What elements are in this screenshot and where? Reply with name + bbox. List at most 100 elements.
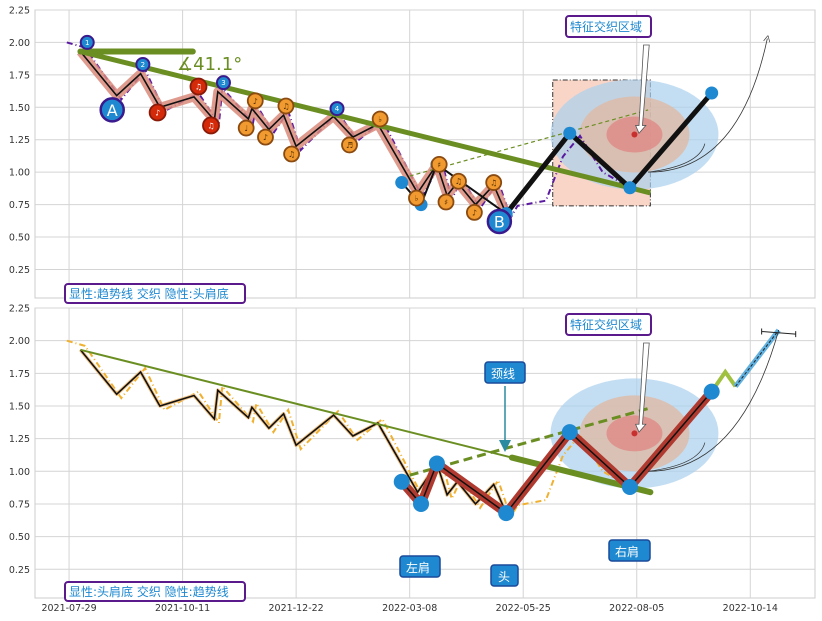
zone-text-bottom: 特征交织区域 [570, 317, 642, 332]
orange-note-marker [485, 174, 503, 191]
y-tick-label: 0.25 [9, 265, 30, 276]
orange-note-glyph: ♭ [378, 115, 382, 124]
x-tick-label: 2022-05-25 [496, 603, 551, 614]
orange-note-glyph: ♩ [244, 124, 248, 133]
numbered-marker [79, 34, 95, 50]
pivot-dot [413, 495, 430, 512]
x-tick-label: 2022-08-05 [609, 603, 664, 614]
red-note-glyph: ♫ [207, 121, 214, 130]
bottom-panel: 2.25 2.00 1.75 1.50 1.25 1.00 0.75 0.50 0.25 2021… [9, 304, 816, 614]
numbered-marker [215, 75, 231, 91]
pivot-dot [623, 181, 637, 195]
numbered-marker-label: 2 [141, 61, 145, 69]
red-note-marker [189, 77, 208, 96]
curved-arrow [648, 39, 767, 173]
callout-arrow [634, 44, 650, 134]
red-note-marker [148, 103, 167, 122]
top-panel: 2.25 2.00 1.75 1.50 1.25 1.00 0.75 0.50 0.25 ♪ ♫ ♫ ♪… [9, 6, 816, 299]
legend-text-bottom: 显性:头肩底 交织 隐性:趋势线 [69, 584, 229, 599]
zigzag-line [79, 50, 507, 215]
y-tick-label: 1.00 [9, 467, 30, 478]
zone-center-dot [631, 131, 638, 138]
orange-note-glyph: ♫ [455, 177, 462, 186]
y-tick-label: 1.75 [9, 70, 30, 81]
orange-note-marker [465, 203, 483, 221]
orange-note-glyph: ♫ [490, 179, 497, 188]
y-tick-label: 1.00 [9, 168, 30, 179]
pivot-dot [561, 424, 578, 441]
left-shoulder-text: 左肩 [406, 560, 430, 575]
legend-box-top: 显性:趋势线 交织 隐性:头肩底 [64, 283, 246, 304]
pivot-dot [498, 505, 515, 522]
big-marker [486, 208, 513, 235]
x-tick-label: 2021-07-29 [41, 603, 96, 614]
orange-note-marker [283, 145, 300, 163]
x-tick-label: 2021-10-11 [155, 603, 210, 614]
orange-note-marker [371, 110, 389, 128]
orange-note-glyph: ♫ [288, 150, 295, 159]
y-tick-label: 0.75 [9, 499, 30, 510]
numbered-marker-label: 4 [335, 105, 340, 113]
orange-note-glyph: ♫ [282, 102, 289, 111]
orange-note-marker [450, 172, 467, 190]
big-marker-label: B [494, 212, 505, 231]
head-text: 头 [498, 570, 510, 584]
y-tick-label: 2.25 [9, 6, 30, 17]
numbered-marker-label: 1 [85, 39, 89, 47]
right-shoulder-label: 右肩 [608, 539, 651, 562]
pivot-dot [428, 455, 445, 472]
head-shoulders-line [504, 91, 714, 216]
red-note-glyph: ♫ [195, 83, 202, 92]
trendline [80, 348, 513, 459]
orange-note-marker [257, 128, 274, 146]
legend-text-top: 显性:趋势线 交织 隐性:头肩底 [69, 286, 229, 301]
y-tick-label: 2.00 [9, 38, 30, 49]
pivot-dot [393, 473, 410, 490]
y-tick-label: 1.50 [9, 103, 30, 114]
orange-note-marker [277, 97, 295, 115]
orange-note-glyph: ♬ [346, 141, 353, 150]
big-marker [99, 97, 125, 123]
y-tick-label: 2.25 [9, 304, 30, 315]
y-tick-label: 2.00 [9, 336, 30, 347]
angle-label: ∡41.1° [177, 54, 242, 75]
big-marker-label: A [107, 101, 118, 120]
curved-arrow-small [648, 143, 706, 173]
noise-dashed-line [66, 339, 626, 520]
pivot-dot [705, 86, 719, 100]
zone-center-dot [631, 430, 638, 437]
right-shoulder-text: 右肩 [615, 544, 639, 559]
y-tick-label: 0.50 [9, 532, 30, 543]
legend-box-bottom: 显性:头肩底 交织 隐性:趋势线 [64, 581, 246, 602]
orange-note-marker [341, 136, 358, 154]
y-tick-label: 1.50 [9, 401, 30, 412]
orange-note-glyph: ♭ [415, 194, 419, 203]
pivot-dot [563, 126, 577, 140]
red-note-marker [202, 116, 220, 135]
x-tick-label: 2021-12-22 [269, 603, 324, 614]
neckline [409, 109, 649, 177]
orange-note-marker [408, 189, 425, 207]
orange-note-glyph: ♪ [472, 208, 477, 217]
zone-label-top: 特征交织区域 [565, 15, 652, 38]
y-tick-label: 1.25 [9, 434, 30, 445]
y-tick-label: 1.75 [9, 369, 30, 380]
orange-note-glyph: ♯ [444, 198, 448, 207]
neckline-label: 颈线 [484, 361, 526, 452]
head-label: 头 [490, 564, 519, 587]
curved-arrow-small [648, 442, 706, 472]
orange-note-marker [246, 92, 264, 110]
curved-arrow [648, 330, 780, 472]
x-tick-label: 2022-10-14 [723, 603, 778, 614]
orange-note-glyph: ♪ [263, 133, 268, 142]
orange-note-marker [237, 119, 255, 137]
numbered-marker [329, 101, 345, 117]
extension-dash [735, 329, 780, 387]
zigzag-line [79, 349, 507, 514]
y-tick-label: 0.25 [9, 565, 30, 576]
target-bracket [761, 328, 797, 338]
red-note-glyph: ♪ [155, 108, 160, 117]
zone-text-top: 特征交织区域 [570, 19, 642, 34]
pivot-dot [621, 478, 638, 495]
